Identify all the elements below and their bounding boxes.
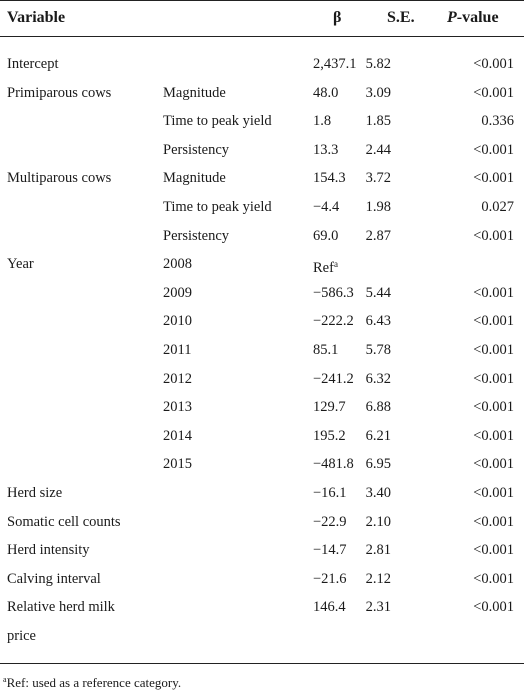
cell-beta: 146.4 [313, 599, 346, 616]
cell-p-value: <0.001 [473, 227, 514, 244]
cell-p-value: 0.336 [481, 113, 514, 130]
cell-p-value: <0.001 [473, 170, 514, 187]
cell-se: 3.72 [365, 170, 391, 187]
table-bottom-rule [0, 663, 524, 664]
header-variable: Variable [7, 9, 66, 26]
cell-beta: −241.2 [313, 370, 354, 387]
cell-beta: 195.2 [313, 427, 346, 444]
cell-beta: −21.6 [313, 570, 347, 587]
cell-p-value: <0.001 [473, 141, 514, 158]
cell-beta-footnote-marker: a [333, 259, 338, 270]
cell-subcategory: Magnitude [163, 84, 226, 101]
cell-se: 5.44 [365, 284, 391, 301]
cell-beta: 13.3 [313, 141, 339, 158]
cell-subcategory: 2009 [163, 284, 192, 301]
header-beta: β [333, 9, 342, 26]
cell-variable: Year [7, 256, 34, 273]
cell-se: 6.95 [365, 456, 391, 473]
footnote-text: Ref: used as a reference category. [6, 675, 182, 690]
cell-p-value: <0.001 [473, 284, 514, 301]
cell-se: 2.87 [365, 227, 391, 244]
cell-variable: Intercept [7, 56, 59, 72]
cell-p-value: <0.001 [473, 456, 514, 473]
cell-subcategory: 2015 [163, 456, 192, 473]
cell-variable: Herd intensity [7, 542, 90, 559]
cell-p-value: <0.001 [473, 542, 514, 559]
table-footnote: aRef: used as a reference category. [3, 672, 181, 691]
header-p-value: P-value [447, 9, 499, 26]
cell-beta-text: Ref [313, 260, 334, 277]
cell-beta: 129.7 [313, 399, 346, 416]
footnote-marker: a [3, 675, 7, 684]
header-se: S.E. [387, 9, 415, 26]
cell-p-value: <0.001 [473, 599, 514, 616]
cell-subcategory: 2013 [163, 399, 192, 416]
cell-subcategory: Persistency [163, 141, 230, 158]
cell-p-value: <0.001 [473, 485, 514, 501]
cell-variable: Primiparous cows [7, 84, 112, 101]
cell-beta: −586.3 [313, 284, 354, 301]
cell-beta: 85.1 [313, 342, 339, 358]
cell-variable: Calving interval [7, 570, 101, 587]
cell-variable: Somatic cell counts [7, 513, 121, 530]
cell-p-value: <0.001 [473, 342, 514, 358]
cell-subcategory: Persistency [163, 227, 230, 244]
cell-se: 5.82 [365, 56, 391, 72]
cell-subcategory: Time to peak yield [163, 113, 272, 130]
cell-se: 2.44 [365, 141, 391, 158]
cell-beta: 1.8 [313, 113, 332, 130]
cell-p-value: <0.001 [473, 570, 514, 587]
cell-se: 6.43 [365, 313, 391, 330]
cell-p-value: <0.001 [473, 370, 514, 387]
cell-p-value: <0.001 [473, 427, 514, 444]
cell-variable-continued: price [7, 628, 36, 644]
cell-subcategory: 2011 [163, 342, 192, 358]
cell-beta: −481.8 [313, 456, 354, 473]
cell-se: 3.09 [365, 84, 391, 101]
cell-beta: −14.7 [313, 542, 347, 559]
table-top-rule [0, 0, 524, 1]
cell-variable: Relative herd milk [7, 599, 115, 616]
table-header-rule [0, 36, 524, 37]
cell-subcategory: 2014 [163, 427, 192, 444]
cell-se: 6.88 [365, 399, 391, 416]
cell-p-value: <0.001 [473, 84, 514, 101]
cell-beta: −16.1 [313, 485, 347, 501]
cell-se: 1.85 [365, 113, 391, 130]
cell-variable: Herd size [7, 485, 63, 501]
cell-p-value: <0.001 [473, 399, 514, 416]
cell-se: 6.32 [365, 370, 391, 387]
cell-se: 6.21 [365, 427, 391, 444]
cell-se: 2.10 [365, 513, 391, 530]
header-p-italic: P [447, 9, 457, 26]
cell-beta: −22.9 [313, 513, 347, 530]
cell-p-value: <0.001 [473, 56, 514, 72]
cell-beta: 2,437.1 [313, 56, 357, 72]
cell-p-value: <0.001 [473, 313, 514, 330]
cell-subcategory: 2008 [163, 256, 192, 273]
cell-p-value: <0.001 [473, 513, 514, 530]
cell-subcategory: Time to peak yield [163, 199, 272, 215]
cell-p-value: 0.027 [481, 199, 514, 215]
cell-se: 1.98 [365, 199, 391, 215]
cell-subcategory: Magnitude [163, 170, 226, 187]
cell-beta: −222.2 [313, 313, 354, 330]
cell-se: 2.12 [365, 570, 391, 587]
cell-se: 2.81 [365, 542, 391, 559]
cell-se: 5.78 [365, 342, 391, 358]
cell-beta: 48.0 [313, 84, 339, 101]
cell-subcategory: 2010 [163, 313, 192, 330]
cell-beta: Refa [313, 256, 338, 277]
cell-beta: 69.0 [313, 227, 339, 244]
header-p-rest: -value [456, 9, 499, 26]
cell-se: 3.40 [365, 485, 391, 501]
cell-se: 2.31 [365, 599, 391, 616]
cell-variable: Multiparous cows [7, 170, 112, 187]
cell-subcategory: 2012 [163, 370, 192, 387]
cell-beta: 154.3 [313, 170, 346, 187]
cell-beta: −4.4 [313, 199, 340, 215]
